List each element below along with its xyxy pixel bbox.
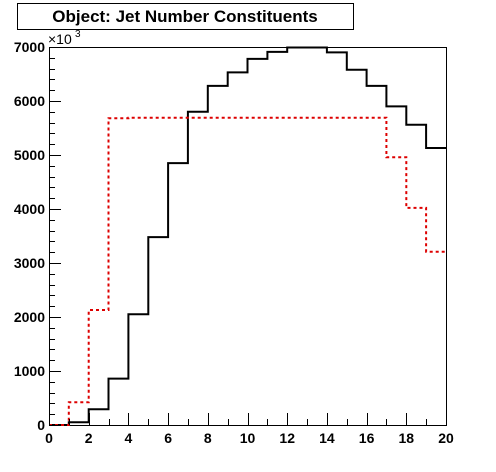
- x-tick-label: 8: [204, 430, 212, 446]
- x-tick-label: 6: [164, 430, 172, 446]
- y-multiplier: ×10 3: [48, 29, 81, 47]
- x-tick-label: 14: [319, 430, 335, 446]
- chart-title-group: Object: Jet Number Constituents: [17, 3, 354, 30]
- chart-title: Object: Jet Number Constituents: [52, 7, 317, 26]
- y-axis: 0 1000 2000 3000 4000 5000 6000 7000: [14, 39, 61, 433]
- y-tick-label: 3000: [14, 255, 45, 271]
- y-tick-label: 7000: [14, 39, 45, 55]
- y-tick-label: 0: [37, 417, 45, 433]
- y-tick-label: 4000: [14, 201, 45, 217]
- plot-area: [49, 46, 447, 426]
- histogram-series-2: [49, 116, 446, 426]
- y-tick-label: 1000: [14, 363, 45, 379]
- y-multiplier-exponent: 3: [75, 29, 81, 40]
- y-tick-label: 5000: [14, 147, 45, 163]
- x-tick-label: 12: [279, 430, 295, 446]
- y-tick-label: 2000: [14, 309, 45, 325]
- x-tick-label: 0: [45, 430, 53, 446]
- x-tick-label: 18: [399, 430, 415, 446]
- plot-frame: [49, 47, 447, 426]
- histogram-series-1: [49, 46, 446, 426]
- chart-title-box: [17, 3, 354, 30]
- y-tick-label: 6000: [14, 93, 45, 109]
- x-tick-label: 4: [125, 430, 133, 446]
- x-axis: 0 2 4 6 8 10 12 14 16 18 20: [45, 413, 454, 446]
- y-multiplier-label: ×10: [48, 31, 72, 47]
- x-tick-label: 10: [240, 430, 256, 446]
- x-tick-label: 16: [359, 430, 375, 446]
- x-tick-label: 2: [85, 430, 93, 446]
- x-tick-label: 20: [438, 430, 454, 446]
